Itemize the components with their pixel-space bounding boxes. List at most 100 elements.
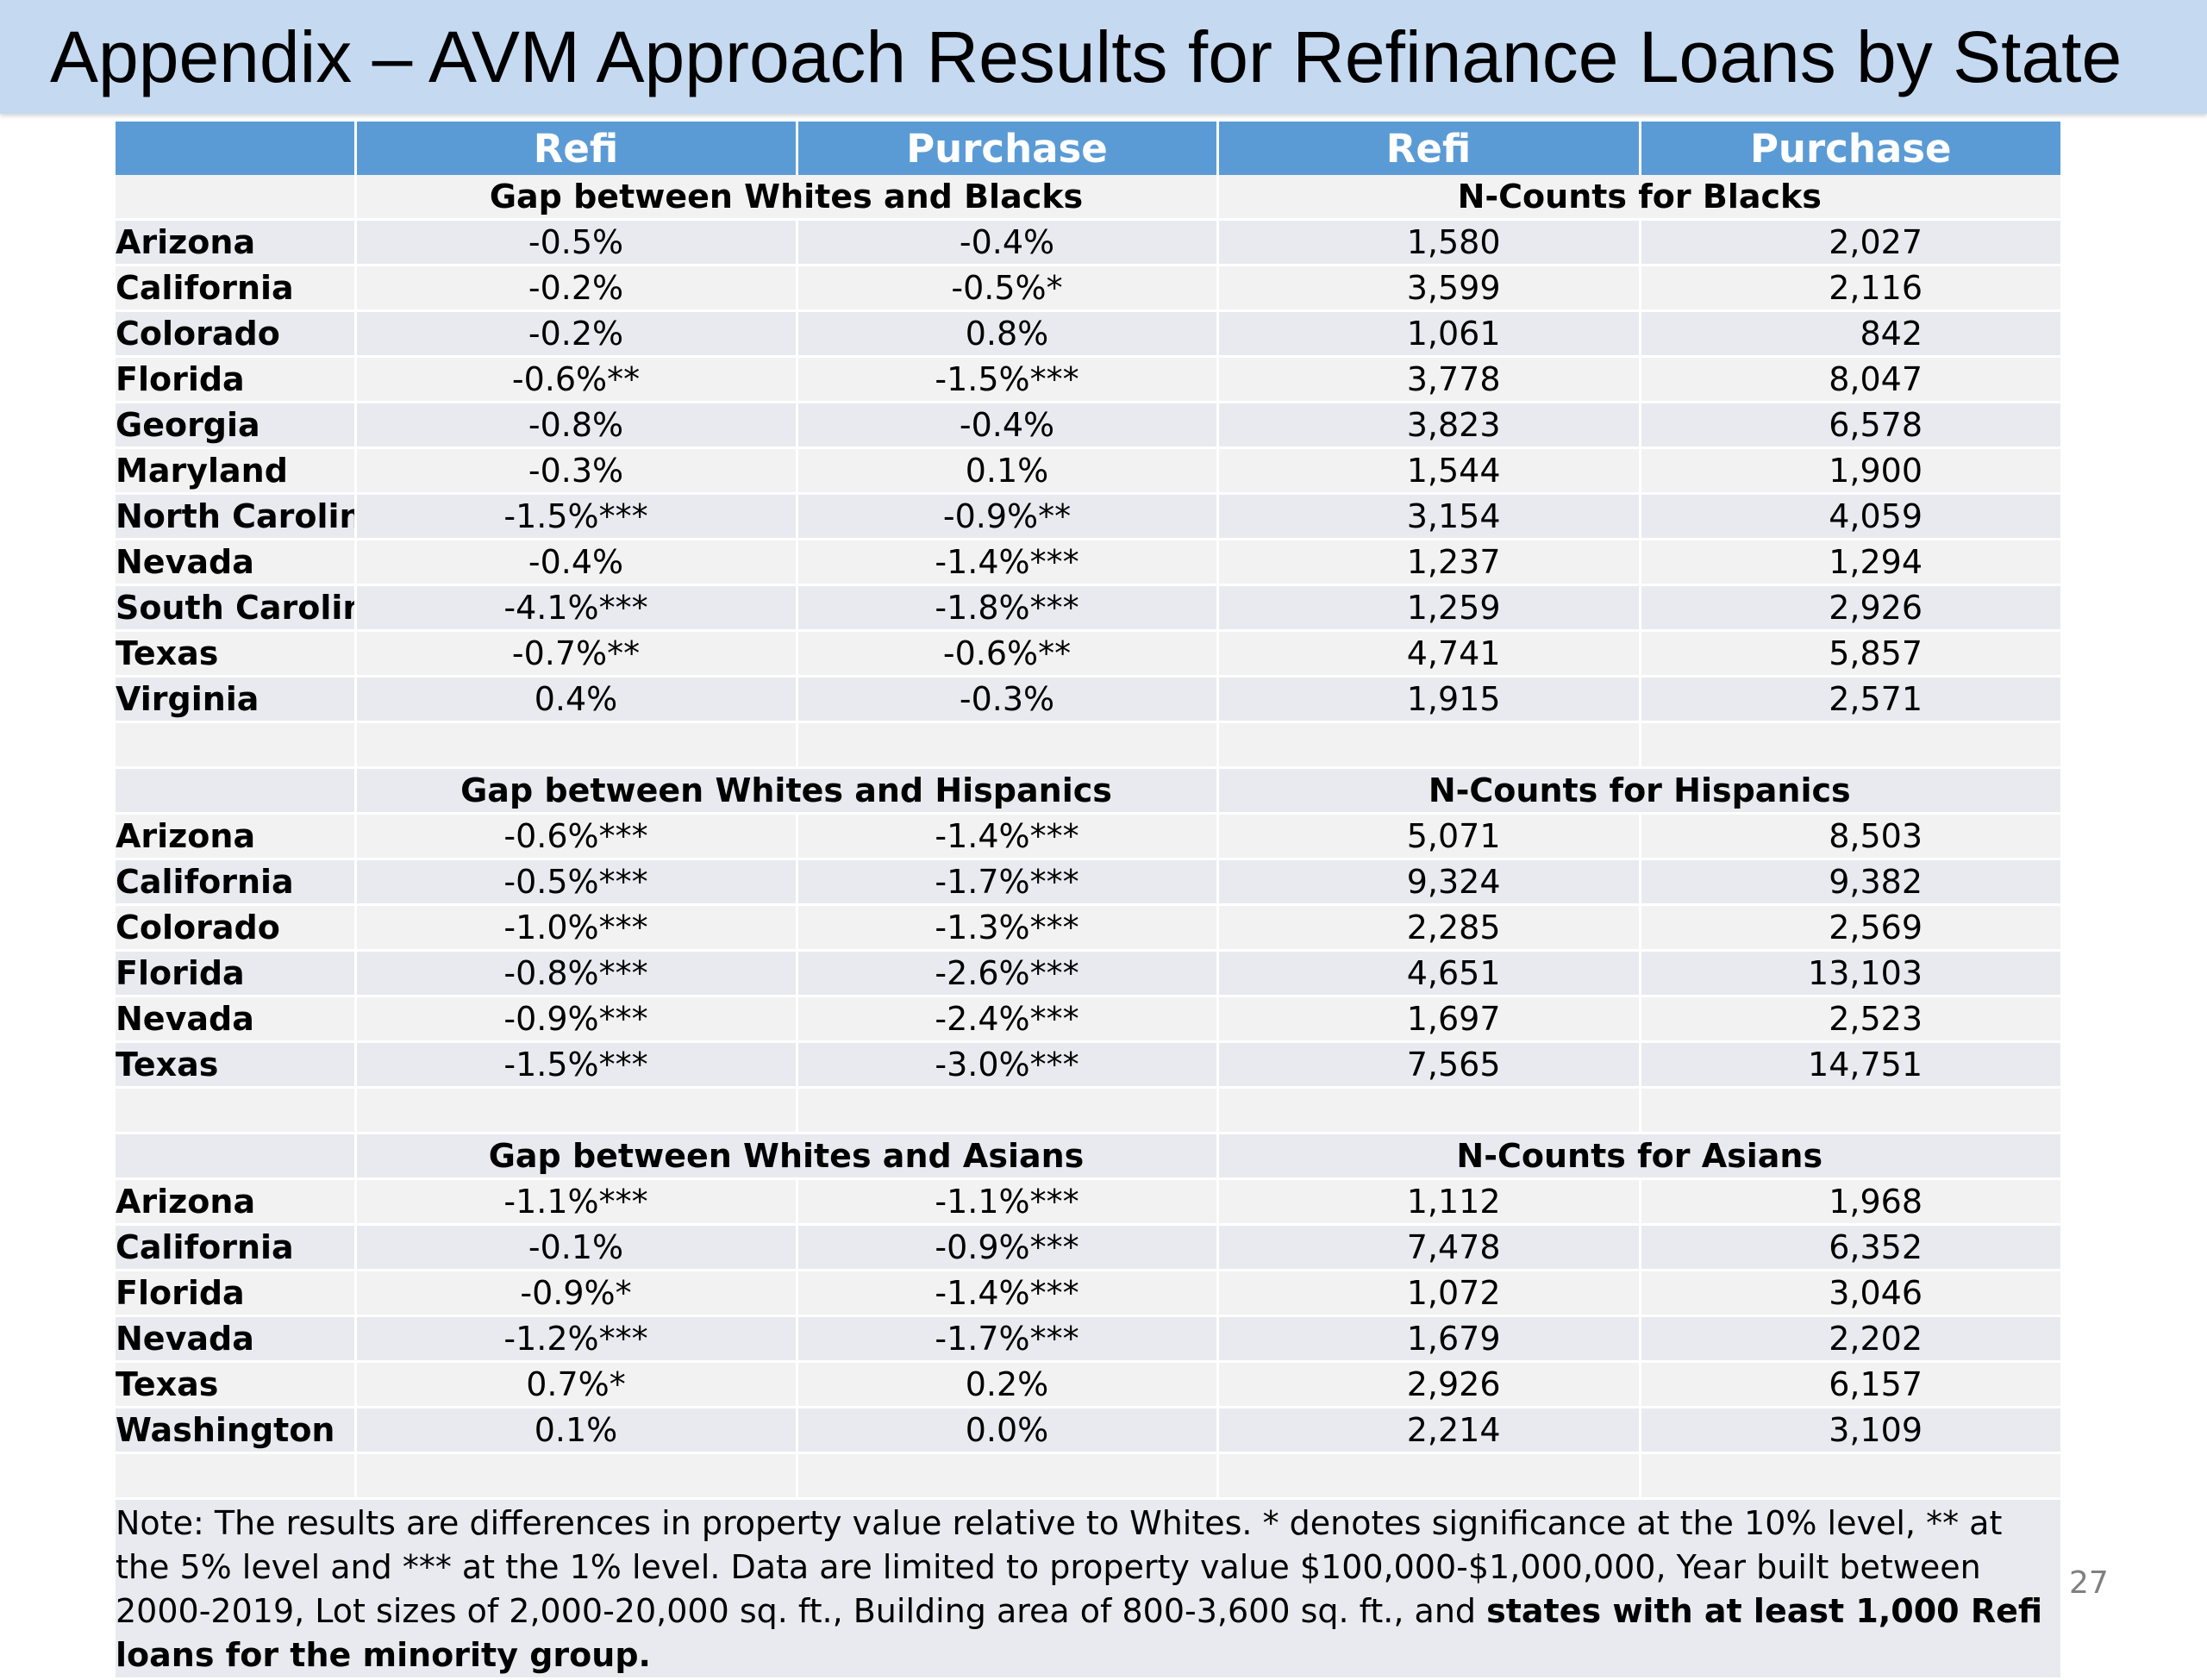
- count-purchase-value: 2,569: [1638, 904, 2060, 952]
- table-row: Colorado -0.2% 0.8% 1,061 842: [116, 310, 2060, 358]
- spacer-row: [116, 1087, 2060, 1134]
- table-row: Florida -0.6%** -1.5%*** 3,778 8,047: [116, 356, 2060, 403]
- state-name: Texas: [116, 1361, 355, 1408]
- table-row: Arizona -0.6%*** -1.4%*** 5,071 8,503: [116, 813, 2060, 860]
- count-purchase-value: 14,751: [1638, 1041, 2060, 1089]
- table-row: Texas -0.7%** -0.6%** 4,741 5,857: [116, 630, 2060, 678]
- count-refi-value: 1,915: [1216, 676, 1640, 723]
- gap-refi-value: 0.1%: [353, 1407, 797, 1454]
- state-name: South Carolina: [116, 584, 355, 632]
- spacer-cell: [116, 721, 355, 769]
- section-spacer-cell: [116, 767, 355, 815]
- gap-purchase-value: 0.0%: [795, 1407, 1217, 1454]
- table-row: Virginia 0.4% -0.3% 1,915 2,571: [116, 676, 2060, 723]
- state-name: California: [116, 1224, 355, 1271]
- state-name: Virginia: [116, 676, 355, 723]
- state-name: Nevada: [116, 539, 355, 586]
- gap-refi-value: -1.5%***: [353, 493, 797, 540]
- state-name: Colorado: [116, 904, 355, 952]
- gap-refi-value: -0.8%***: [353, 950, 797, 997]
- header-cell-state: [116, 122, 355, 175]
- count-refi-value: 2,285: [1216, 904, 1640, 952]
- slide-title: Appendix – AVM Approach Results for Refi…: [50, 16, 2123, 97]
- count-refi-value: 1,544: [1216, 447, 1640, 495]
- gap-purchase-value: 0.2%: [795, 1361, 1217, 1408]
- gap-refi-value: -0.2%: [353, 310, 797, 358]
- state-name: Colorado: [116, 310, 355, 358]
- count-purchase-value: 8,047: [1638, 356, 2060, 403]
- spacer-cell: [1216, 721, 1640, 769]
- gap-purchase-value: -3.0%***: [795, 1041, 1217, 1089]
- count-purchase-value: 6,157: [1638, 1361, 2060, 1408]
- count-refi-value: 1,112: [1216, 1178, 1640, 1226]
- count-purchase-value: 8,503: [1638, 813, 2060, 860]
- state-name: Texas: [116, 630, 355, 678]
- count-refi-value: 3,599: [1216, 265, 1640, 312]
- table-row: California -0.5%*** -1.7%*** 9,324 9,382: [116, 859, 2060, 906]
- gap-purchase-value: -0.6%**: [795, 630, 1217, 678]
- count-refi-value: 3,823: [1216, 402, 1640, 449]
- spacer-cell: [353, 721, 797, 769]
- header-cell-count-purchase: Purchase: [1638, 122, 2060, 175]
- count-refi-value: 1,679: [1216, 1315, 1640, 1363]
- table-body: Gap between Whites and Blacks N-Counts fo…: [116, 175, 2060, 1680]
- page-number: 27: [2069, 1565, 2109, 1601]
- gap-refi-value: -0.3%: [353, 447, 797, 495]
- gap-refi-value: -0.6%**: [353, 356, 797, 403]
- gap-purchase-value: -1.7%***: [795, 1315, 1217, 1363]
- count-purchase-value: 1,900: [1638, 447, 2060, 495]
- section-count-title: N-Counts for Asians: [1216, 1133, 2060, 1180]
- gap-purchase-value: -1.8%***: [795, 584, 1217, 632]
- spacer-cell: [353, 1087, 797, 1134]
- count-purchase-value: 2,116: [1638, 265, 2060, 312]
- state-name: Georgia: [116, 402, 355, 449]
- gap-refi-value: -0.5%***: [353, 859, 797, 906]
- gap-refi-value: -1.2%***: [353, 1315, 797, 1363]
- header-cell-gap-refi: Refi: [353, 122, 797, 175]
- count-purchase-value: 2,523: [1638, 996, 2060, 1043]
- gap-purchase-value: -0.4%: [795, 402, 1217, 449]
- count-refi-value: 7,478: [1216, 1224, 1640, 1271]
- state-name: Texas: [116, 1041, 355, 1089]
- gap-refi-value: -0.8%: [353, 402, 797, 449]
- section-title-row: Gap between Whites and Asians N-Counts fo…: [116, 1133, 2060, 1180]
- gap-purchase-value: -1.4%***: [795, 813, 1217, 860]
- count-purchase-value: 2,202: [1638, 1315, 2060, 1363]
- section-gap-title: Gap between Whites and Blacks: [353, 175, 1217, 221]
- gap-purchase-value: -0.9%***: [795, 1224, 1217, 1271]
- count-refi-value: 7,565: [1216, 1041, 1640, 1089]
- spacer-cell: [795, 721, 1217, 769]
- count-purchase-value: 2,027: [1638, 219, 2060, 266]
- spacer-cell: [116, 1087, 355, 1134]
- count-purchase-value: 3,109: [1638, 1407, 2060, 1454]
- section-gap-title: Gap between Whites and Asians: [353, 1133, 1217, 1180]
- count-purchase-value: 9,382: [1638, 859, 2060, 906]
- count-purchase-value: 1,968: [1638, 1178, 2060, 1226]
- gap-purchase-value: -1.5%***: [795, 356, 1217, 403]
- gap-refi-value: 0.4%: [353, 676, 797, 723]
- gap-purchase-value: -1.3%***: [795, 904, 1217, 952]
- table-row: Texas 0.7%* 0.2% 2,926 6,157: [116, 1361, 2060, 1408]
- state-name: Arizona: [116, 1178, 355, 1226]
- gap-refi-value: -0.9%***: [353, 996, 797, 1043]
- spacer-cell: [795, 1087, 1217, 1134]
- count-refi-value: 2,926: [1216, 1361, 1640, 1408]
- gap-purchase-value: -0.9%**: [795, 493, 1217, 540]
- table-row: Florida -0.9%* -1.4%*** 1,072 3,046: [116, 1270, 2060, 1317]
- gap-refi-value: -0.9%*: [353, 1270, 797, 1317]
- count-purchase-value: 2,926: [1638, 584, 2060, 632]
- count-refi-value: 3,778: [1216, 356, 1640, 403]
- count-purchase-value: 6,578: [1638, 402, 2060, 449]
- state-name: North Carolina: [116, 493, 355, 540]
- gap-refi-value: -0.5%: [353, 219, 797, 266]
- count-refi-value: 1,072: [1216, 1270, 1640, 1317]
- note-row: Note: The results are differences in pro…: [116, 1498, 2060, 1680]
- header-cell-gap-purchase: Purchase: [795, 122, 1217, 175]
- gap-purchase-value: -1.4%***: [795, 539, 1217, 586]
- gap-purchase-value: -1.1%***: [795, 1178, 1217, 1226]
- state-name: California: [116, 265, 355, 312]
- count-purchase-value: 2,571: [1638, 676, 2060, 723]
- state-name: Florida: [116, 1270, 355, 1317]
